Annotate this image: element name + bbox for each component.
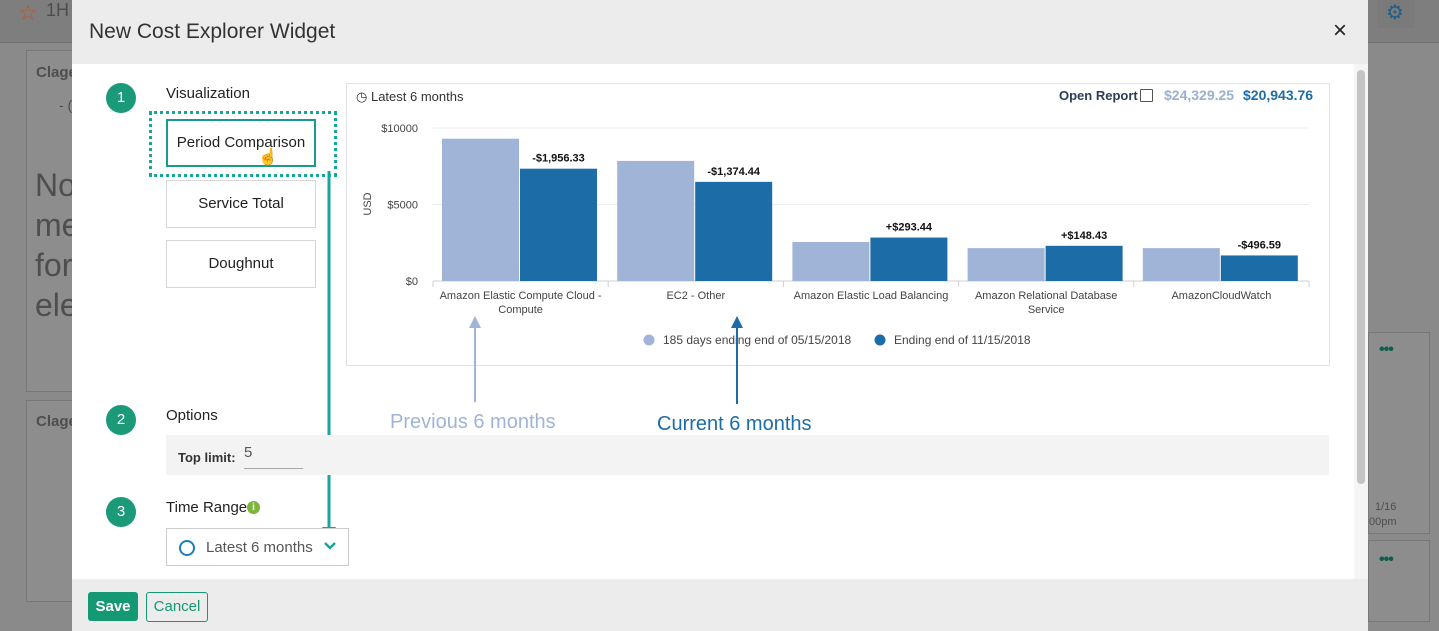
bar-previous	[967, 248, 1045, 281]
chart-range-text: Latest 6 months	[370, 89, 464, 104]
previous-months-annotation: Previous 6 months	[390, 411, 556, 433]
chart-preview: ◷ Latest 6 months Open Report $24,329.25…	[346, 83, 1330, 366]
bar-previous	[1142, 248, 1220, 281]
y-tick-label: $5000	[387, 200, 418, 212]
section-title-visualization: Visualization	[166, 85, 250, 102]
x-category-label: AmazonCloudWatch	[1171, 290, 1271, 302]
y-tick-label: $0	[406, 276, 418, 288]
time-range-select[interactable]: Latest 6 months	[166, 528, 349, 566]
star-icon: ☆	[18, 0, 38, 25]
more-icon: •••	[1379, 341, 1394, 358]
background-big-text: No	[35, 167, 76, 203]
chart-range-label: ◷ Latest 6 months	[356, 89, 463, 105]
modal-footer: Save Cancel	[72, 579, 1368, 631]
options-row: Top limit: 5	[166, 435, 1329, 475]
gear-icon: ⚙	[1386, 2, 1404, 24]
section-title-time-range: Time Range	[166, 499, 248, 516]
cancel-button[interactable]: Cancel	[146, 592, 208, 622]
legend-marker	[874, 334, 886, 346]
bar-diff-label: +$293.44	[886, 222, 933, 234]
background-card-text: - (	[59, 97, 73, 113]
clock-icon: ◷	[356, 89, 368, 104]
time-range-value: Latest 6 months	[206, 539, 313, 556]
background-big-text: for	[35, 247, 73, 283]
background-big-text: ele	[35, 287, 78, 323]
background-card: ••• 1/16 00pm	[1368, 332, 1430, 534]
bar-diff-label: +$148.43	[1061, 230, 1107, 242]
more-icon: •••	[1379, 551, 1394, 568]
external-report-icon[interactable]	[1140, 89, 1153, 102]
background-date: 1/16	[1375, 501, 1397, 513]
y-tick-label: $10000	[381, 123, 418, 135]
scrollbar[interactable]	[1354, 64, 1368, 579]
bar-current	[520, 168, 597, 281]
annotation-overlay	[322, 171, 743, 539]
background-card-label: Clage	[36, 413, 77, 430]
save-button[interactable]: Save	[88, 592, 138, 621]
clock-icon	[179, 540, 195, 556]
x-category-label: Amazon Relational Database	[975, 290, 1117, 302]
section-title-options: Options	[166, 407, 218, 424]
bar-previous	[792, 241, 870, 281]
x-category-label: Amazon Elastic Compute Cloud -	[440, 290, 602, 302]
y-axis-label: USD	[362, 192, 374, 215]
x-category-label: Service	[1028, 304, 1065, 316]
previous-arrow-head-icon	[469, 316, 481, 328]
background-card-label: Clage	[36, 64, 77, 81]
modal-title: New Cost Explorer Widget	[89, 20, 336, 43]
gear-button	[1377, 0, 1415, 28]
top-limit-input[interactable]: 5	[244, 444, 303, 469]
info-icon[interactable]: i	[247, 501, 260, 514]
hand-cursor-icon: ☝	[258, 149, 278, 166]
step-number-2: 2	[106, 405, 136, 435]
background-tab-label: 1H	[46, 0, 70, 20]
bar-previous	[442, 138, 519, 281]
x-category-label: Compute	[498, 304, 543, 316]
bar-diff-label: -$496.59	[1238, 239, 1281, 251]
bar-current	[1220, 255, 1298, 281]
open-report-link[interactable]: Open Report	[1059, 88, 1138, 103]
bar-current	[1045, 245, 1123, 281]
new-widget-modal: New Cost Explorer Widget × 1 Visualizati…	[72, 0, 1368, 631]
total-current: $20,943.76	[1243, 87, 1314, 103]
legend-label: Ending end of 11/15/2018	[894, 333, 1031, 347]
step-number-1: 1	[106, 83, 136, 113]
bar-diff-label: -$1,956.33	[532, 153, 585, 165]
legend-label: 185 days ending end of 05/15/2018	[663, 333, 851, 347]
x-category-label: Amazon Elastic Load Balancing	[794, 290, 949, 302]
bar-current	[695, 181, 773, 281]
background-date: 00pm	[1369, 516, 1397, 528]
total-previous: $24,329.25	[1164, 87, 1235, 103]
period-comparison-button[interactable]: Period Comparison	[166, 119, 316, 167]
scrollbar-thumb[interactable]	[1357, 70, 1365, 484]
x-category-label: EC2 - Other	[666, 290, 725, 302]
background-card: •••	[1368, 540, 1430, 622]
bar-diff-label: -$1,374.44	[707, 166, 760, 178]
doughnut-button[interactable]: Doughnut	[166, 240, 316, 288]
step-number-3: 3	[106, 497, 136, 527]
bar-current	[870, 237, 948, 281]
chevron-down-icon	[324, 542, 336, 550]
bar-chart: $0 $5000 $10000 USD -$1,956.33 Amazon Elastic…	[362, 123, 1310, 347]
service-total-button[interactable]: Service Total	[166, 180, 316, 228]
current-arrow-head-icon	[731, 316, 743, 328]
legend-marker	[643, 334, 655, 346]
top-limit-label: Top limit:	[178, 450, 236, 465]
bar-previous	[617, 160, 695, 281]
modal-header: New Cost Explorer Widget ×	[72, 0, 1368, 64]
selection-highlight	[149, 111, 337, 177]
close-icon[interactable]: ×	[1332, 17, 1347, 44]
current-months-annotation: Current 6 months	[657, 413, 812, 435]
